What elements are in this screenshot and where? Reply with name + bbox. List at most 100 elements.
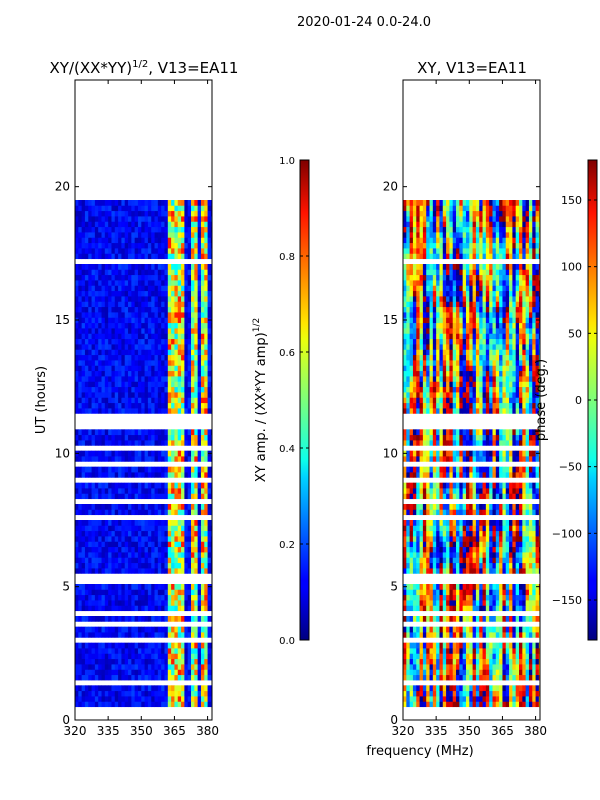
heatmap-cell (535, 616, 540, 622)
heatmap-cell (134, 669, 139, 676)
heatmap-cell (111, 648, 116, 654)
heatmap-cell (446, 642, 450, 649)
heatmap-cell (121, 658, 126, 665)
heatmap-cell (157, 210, 162, 217)
heatmap-cell (124, 216, 129, 222)
amplitude-panel: XY/(XX*YY)1/2, V13=EA11 320 335 350 365 380 … (34, 59, 238, 738)
heatmap-cell (124, 344, 129, 350)
heatmap-cell (436, 626, 440, 633)
heatmap-cell (475, 690, 480, 697)
heatmap-cell (111, 376, 116, 382)
heatmap-cell (154, 440, 159, 446)
heatmap-cell (472, 658, 477, 665)
heatmap-cell (499, 594, 503, 601)
heatmap-cell (465, 450, 470, 457)
heatmap-cell (177, 338, 182, 345)
heatmap-cell (515, 552, 520, 558)
heatmap-cell (131, 530, 136, 537)
heatmap-cell (114, 205, 119, 212)
heatmap-cell (118, 296, 122, 302)
heatmap-cell (131, 301, 136, 308)
heatmap-cell (157, 264, 162, 270)
heatmap-cell (108, 253, 112, 260)
heatmap-cell (157, 440, 162, 446)
heatmap-cell (94, 242, 99, 249)
heatmap-cell (479, 685, 483, 692)
heatmap-cell (525, 594, 530, 601)
heatmap-cell (403, 669, 407, 676)
heatmap-cell (81, 568, 86, 574)
heatmap-cell (75, 328, 79, 334)
heatmap-cell (532, 690, 536, 697)
heatmap-cell (151, 472, 155, 478)
heatmap-cell (412, 456, 417, 462)
heatmap-cell (492, 536, 497, 542)
heatmap-cell (164, 376, 169, 382)
heatmap-cell (144, 264, 149, 270)
heatmap-cell (535, 696, 540, 702)
heatmap-cell (475, 674, 480, 681)
heatmap-cell (197, 226, 202, 233)
heatmap-cell (144, 285, 149, 292)
heatmap-cell (111, 584, 116, 590)
heatmap-cell (88, 344, 92, 350)
heatmap-cell (174, 317, 179, 324)
heatmap-cell (200, 589, 205, 596)
heatmap-cell (207, 504, 212, 510)
heatmap-cell (131, 386, 136, 393)
heatmap-cell (147, 328, 152, 334)
heatmap-cell (492, 648, 497, 654)
heatmap-cell (528, 530, 533, 537)
heatmap-cell (128, 685, 132, 692)
heatmap-cell (88, 408, 92, 414)
heatmap-cell (200, 370, 205, 377)
heatmap-cell (98, 690, 102, 697)
heatmap-cell (442, 530, 447, 537)
heatmap-cell (532, 456, 536, 462)
heatmap-cell (81, 333, 86, 340)
heatmap-cell (181, 584, 185, 590)
heatmap-cell (197, 360, 202, 366)
heatmap-cell (419, 450, 424, 457)
heatmap-cell (187, 466, 192, 473)
heatmap-cell (181, 354, 185, 361)
heatmap-cell (121, 701, 126, 708)
heatmap-cell (141, 322, 145, 329)
heatmap-cell (141, 552, 145, 558)
heatmap-cell (187, 546, 192, 553)
heatmap-cell (505, 594, 510, 601)
heatmap-cell (167, 440, 172, 446)
heatmap-cell (184, 653, 189, 660)
heatmap-cell (449, 690, 454, 697)
heatmap-cell (475, 509, 480, 516)
heatmap-cell (121, 338, 126, 345)
heatmap-cell (75, 626, 79, 633)
heatmap-cell (519, 562, 523, 569)
heatmap-cell (489, 472, 493, 478)
heatmap-cell (436, 488, 440, 494)
heatmap-cell (128, 509, 132, 516)
heatmap-cell (184, 536, 189, 542)
heatmap-cell (194, 504, 199, 510)
heatmap-cell (459, 509, 464, 516)
heatmap-cell (134, 536, 139, 542)
heatmap-cell (469, 552, 473, 558)
heatmap-cell (482, 642, 487, 649)
heatmap-cell (98, 632, 102, 638)
heatmap-cell (124, 360, 129, 366)
heatmap-cell (538, 674, 540, 681)
heatmap-cell (406, 472, 411, 478)
heatmap-cell (459, 648, 464, 654)
heatmap-cell (462, 472, 467, 478)
heatmap-cell (164, 397, 169, 404)
heatmap-cell (485, 525, 490, 532)
heatmap-cell (161, 402, 165, 409)
heatmap-cell (151, 525, 155, 532)
heatmap-cell (469, 616, 473, 622)
heatmap-cell (426, 482, 430, 489)
heatmap-cell (194, 232, 199, 238)
heatmap-cell (194, 210, 199, 217)
heatmap-cell (144, 402, 149, 409)
heatmap-cell (532, 541, 536, 548)
heatmap-cell (98, 354, 102, 361)
